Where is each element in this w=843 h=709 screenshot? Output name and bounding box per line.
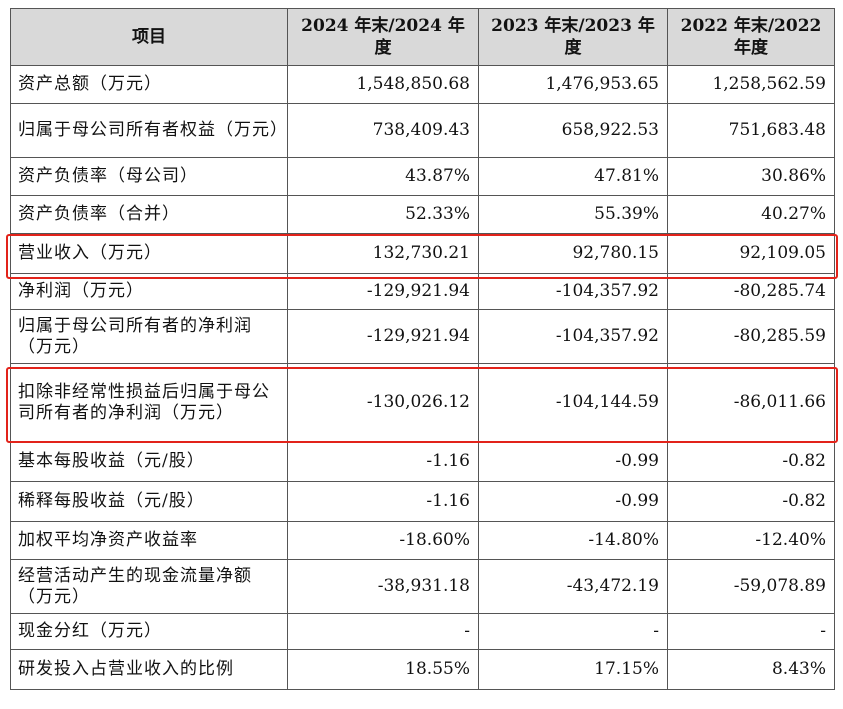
row-label: 扣除非经常性损益后归属于母公司所有者的净利润（万元）	[10, 363, 288, 442]
table-row-basic-eps: 基本每股收益（元/股） -1.16 -0.99 -0.82	[10, 441, 835, 482]
value-2022: -86,011.66	[667, 363, 835, 442]
value-2023: -14.80%	[478, 521, 668, 560]
value-2024: 132,730.21	[287, 233, 479, 274]
table-row-diluted-eps: 稀释每股收益（元/股） -1.16 -0.99 -0.82	[10, 481, 835, 522]
row-label: 资产负债率（合并）	[10, 195, 288, 234]
row-label: 加权平均净资产收益率	[10, 521, 288, 560]
row-label: 营业收入（万元）	[10, 233, 288, 274]
value-2024: 738,409.43	[287, 103, 479, 158]
row-label: 基本每股收益（元/股）	[10, 441, 288, 482]
header-2023: 2023 年末/2023 年度	[478, 8, 668, 66]
value-2023: 17.15%	[478, 649, 668, 690]
value-2023: -104,357.92	[478, 309, 668, 364]
value-2024: 1,548,850.68	[287, 65, 479, 104]
value-2023: -0.99	[478, 441, 668, 482]
value-2024: 52.33%	[287, 195, 479, 234]
table-row-parent-equity: 归属于母公司所有者权益（万元） 738,409.43 658,922.53 75…	[10, 103, 835, 158]
value-2022: 92,109.05	[667, 233, 835, 274]
value-2022: 8.43%	[667, 649, 835, 690]
value-2023: 47.81%	[478, 157, 668, 196]
table-row-rd-ratio: 研发投入占营业收入的比例 18.55% 17.15% 8.43%	[10, 649, 835, 690]
value-2023: 55.39%	[478, 195, 668, 234]
value-2024: -1.16	[287, 441, 479, 482]
header-item: 项目	[10, 8, 288, 66]
row-label: 稀释每股收益（元/股）	[10, 481, 288, 522]
row-label: 现金分红（万元）	[10, 613, 288, 650]
value-2024: 43.87%	[287, 157, 479, 196]
value-2024: -	[287, 613, 479, 650]
row-label: 经营活动产生的现金流量净额（万元）	[10, 559, 288, 614]
value-2023: -104,357.92	[478, 273, 668, 310]
value-2022: -0.82	[667, 481, 835, 522]
value-2023: 1,476,953.65	[478, 65, 668, 104]
row-label: 资产总额（万元）	[10, 65, 288, 104]
table-row-debt-ratio-consolidated: 资产负债率（合并） 52.33% 55.39% 40.27%	[10, 195, 835, 234]
value-2024: -129,921.94	[287, 273, 479, 310]
value-2022: -80,285.59	[667, 309, 835, 364]
value-2023: -0.99	[478, 481, 668, 522]
row-label: 归属于母公司所有者权益（万元）	[10, 103, 288, 158]
value-2024: -18.60%	[287, 521, 479, 560]
value-2022: -12.40%	[667, 521, 835, 560]
value-2024: -1.16	[287, 481, 479, 522]
table-row-deducted-net-profit: 扣除非经常性损益后归属于母公司所有者的净利润（万元） -130,026.12 -…	[10, 363, 835, 442]
table-row-parent-net-profit: 归属于母公司所有者的净利润（万元） -129,921.94 -104,357.9…	[10, 309, 835, 364]
value-2023: -43,472.19	[478, 559, 668, 614]
table-row-operating-revenue: 营业收入（万元） 132,730.21 92,780.15 92,109.05	[10, 233, 835, 274]
value-2024: -38,931.18	[287, 559, 479, 614]
financial-indicators-table: 项目 2024 年末/2024 年度 2023 年末/2023 年度 2022 …	[10, 8, 835, 690]
row-label: 资产负债率（母公司）	[10, 157, 288, 196]
table-row-debt-ratio-parent: 资产负债率（母公司） 43.87% 47.81% 30.86%	[10, 157, 835, 196]
table-row-total-assets: 资产总额（万元） 1,548,850.68 1,476,953.65 1,258…	[10, 65, 835, 104]
row-label: 归属于母公司所有者的净利润（万元）	[10, 309, 288, 364]
header-2024: 2024 年末/2024 年度	[287, 8, 479, 66]
value-2024: -130,026.12	[287, 363, 479, 442]
table-row-net-profit: 净利润（万元） -129,921.94 -104,357.92 -80,285.…	[10, 273, 835, 310]
value-2022: -0.82	[667, 441, 835, 482]
value-2024: -129,921.94	[287, 309, 479, 364]
value-2022: -59,078.89	[667, 559, 835, 614]
value-2023: -104,144.59	[478, 363, 668, 442]
value-2022: 1,258,562.59	[667, 65, 835, 104]
table-row-operating-cash-flow: 经营活动产生的现金流量净额（万元） -38,931.18 -43,472.19 …	[10, 559, 835, 614]
table-row-weighted-roe: 加权平均净资产收益率 -18.60% -14.80% -12.40%	[10, 521, 835, 560]
header-row: 项目 2024 年末/2024 年度 2023 年末/2023 年度 2022 …	[10, 8, 835, 66]
value-2022: 30.86%	[667, 157, 835, 196]
row-label: 研发投入占营业收入的比例	[10, 649, 288, 690]
value-2023: -	[478, 613, 668, 650]
value-2023: 658,922.53	[478, 103, 668, 158]
table-row-cash-dividend: 现金分红（万元） - - -	[10, 613, 835, 650]
row-label: 净利润（万元）	[10, 273, 288, 310]
value-2022: -	[667, 613, 835, 650]
value-2022: 40.27%	[667, 195, 835, 234]
value-2023: 92,780.15	[478, 233, 668, 274]
header-2022: 2022 年末/2022 年度	[667, 8, 835, 66]
value-2022: 751,683.48	[667, 103, 835, 158]
value-2022: -80,285.74	[667, 273, 835, 310]
value-2024: 18.55%	[287, 649, 479, 690]
